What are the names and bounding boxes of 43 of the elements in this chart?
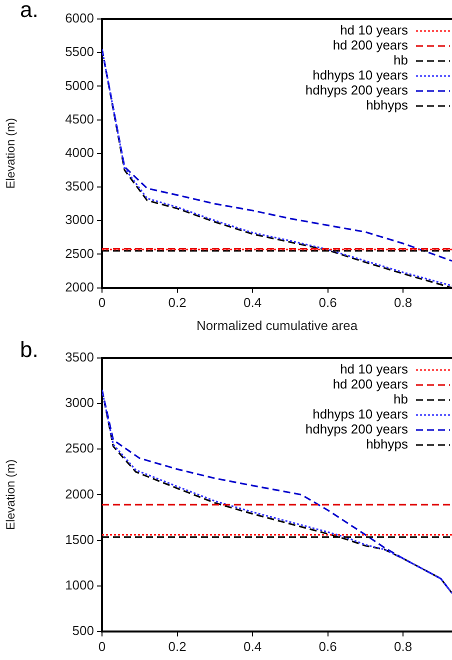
x-tick-label: 0.2 <box>168 638 186 654</box>
y-tick-label: 2000 <box>65 486 94 502</box>
y-tick-label: 4500 <box>65 111 94 126</box>
legend-label: hd 10 years <box>340 22 408 38</box>
x-tick-label: 0.6 <box>318 295 337 310</box>
legend-label: hbhyps <box>366 98 408 113</box>
y-tick-label: 5000 <box>65 78 94 93</box>
y-tick-label: 2000 <box>65 279 94 294</box>
legend-label: hb <box>394 52 408 68</box>
y-tick-label: 500 <box>72 622 94 638</box>
y-tick-label: 1500 <box>65 532 94 547</box>
legend-label: hd 10 years <box>340 362 408 377</box>
y-tick-label: 4000 <box>65 144 94 160</box>
y-axis-title: Elevation (m) <box>4 459 18 530</box>
x-tick-label: 0.4 <box>244 638 262 654</box>
y-tick-label: 5500 <box>65 44 94 60</box>
text: b. <box>20 337 38 362</box>
y-tick-label: 3000 <box>65 395 94 410</box>
x-tick-label: 0.4 <box>244 295 262 310</box>
y-tick-label: 6000 <box>65 10 94 26</box>
y-tick-label: 1000 <box>65 577 94 592</box>
y-tick-label: 3000 <box>65 212 94 228</box>
legend-label: hdhyps 200 years <box>305 422 408 437</box>
y-tick-label: 3500 <box>65 350 94 365</box>
x-axis-title: Normalized cumulative area <box>196 318 358 333</box>
x-tick-label: 0.2 <box>168 295 186 310</box>
legend-label: hdhyps 200 years <box>305 82 408 98</box>
legend-label: hb <box>394 392 408 407</box>
y-tick-label: 2500 <box>65 440 94 456</box>
x-tick-label: 0.8 <box>394 295 412 310</box>
y-tick-label: 2500 <box>65 246 94 261</box>
x-tick-label: 0 <box>98 638 106 654</box>
legend-label: hd 200 years <box>332 38 408 53</box>
y-axis-title: Elevation (m) <box>4 118 18 189</box>
x-tick-label: 0.6 <box>318 638 337 654</box>
x-tick-label: 0 <box>98 295 106 310</box>
legend-label: hdhyps 10 years <box>312 68 408 83</box>
text: a. <box>20 0 38 22</box>
y-tick-label: 3500 <box>65 178 94 194</box>
legend-label: hdhyps 10 years <box>312 406 408 422</box>
legend-label: hd 200 years <box>332 376 408 392</box>
x-tick-label: 0.8 <box>394 638 412 654</box>
legend-label: hbhyps <box>366 436 408 452</box>
